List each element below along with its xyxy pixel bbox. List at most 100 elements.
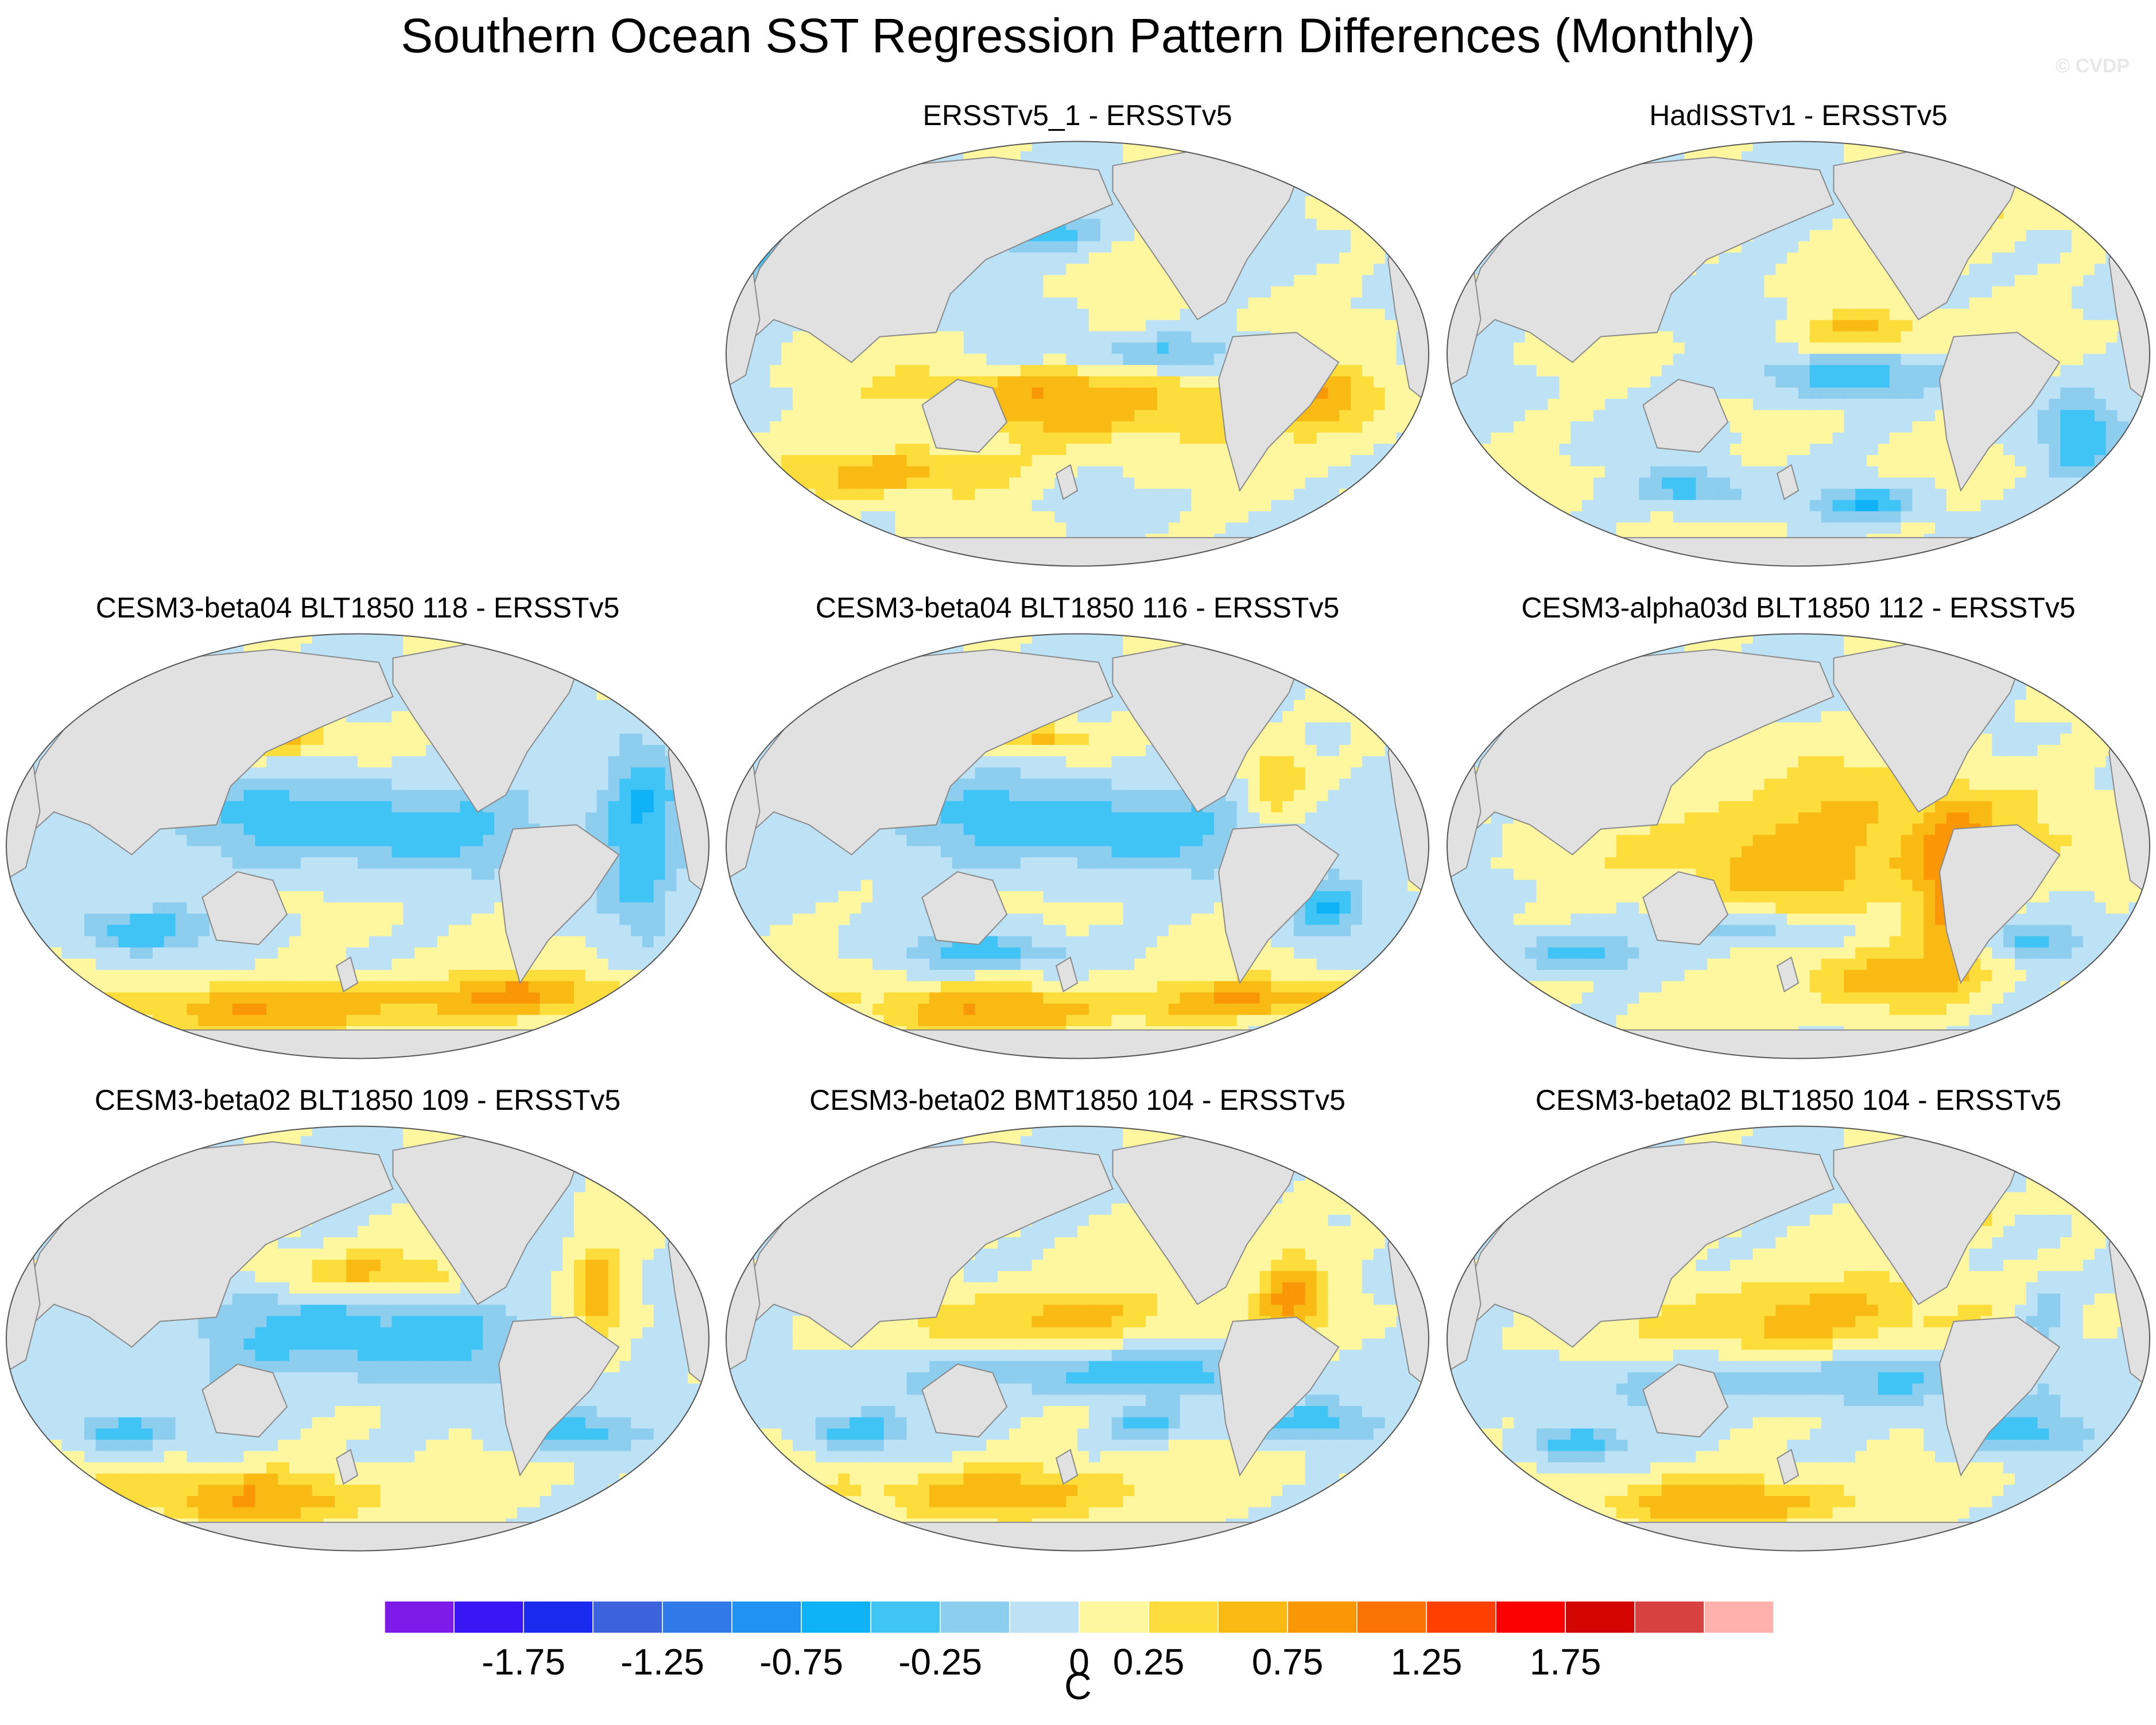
sst-cell [1867,353,1879,366]
sst-cell [940,331,953,343]
sst-cell [1741,309,1754,321]
sst-cell [1248,151,1261,164]
sst-cell [1752,141,1765,152]
sst-cell [2083,545,2095,557]
sst-cell [335,634,347,644]
sst-cell [1468,421,1480,433]
sst-cell [1123,286,1135,298]
sst-cell [1032,387,1044,399]
sst-cell [827,185,839,197]
sst-cell [758,162,771,174]
sst-cell [1203,511,1215,523]
sst-cell [1111,297,1124,309]
sst-cell [1901,500,1913,512]
sst-cell [1514,500,1526,512]
sst-cell [6,677,17,689]
sst-cell [1191,444,1204,456]
sst-cell [1741,353,1754,366]
sst-cell [2072,241,2084,253]
sst-cell [998,286,1010,298]
sst-cell [1396,151,1409,164]
sst-cell [1134,432,1146,445]
sst-cell [1032,376,1044,388]
sst-cell [929,454,941,467]
sst-cell [1855,342,1867,355]
sst-cell [2003,207,2015,220]
sst-cell [1821,320,1833,332]
sst-cell [1191,410,1204,422]
sst-cell [838,488,851,501]
sst-cell [1798,297,1810,309]
sst-cell [963,353,976,366]
sst-cell [1832,320,1845,332]
sst-cell [1491,376,1503,388]
sst-cell [1305,466,1317,478]
sst-cell [1992,286,2004,298]
sst-cell [1054,342,1067,355]
sst-cell [1957,488,1970,501]
sst-cell [1696,488,1708,501]
sst-cell [1787,454,1799,467]
sst-cell [1100,432,1112,445]
sst-cell [1821,331,1833,343]
sst-cell [2060,241,2072,253]
sst-cell [1821,511,1833,523]
sst-cell [1111,241,1124,253]
sst-cell [1901,477,1913,489]
sst-cell [1020,387,1033,399]
sst-cell [1134,241,1146,253]
sst-cell [2083,444,2095,456]
sst-cell [1559,173,1572,186]
sst-cell [1912,365,1925,377]
sst-cell [1775,454,1787,467]
sst-cell [1168,365,1181,377]
sst-cell [1066,432,1078,445]
sst-cell [2072,275,2084,287]
sst-cell [1536,353,1549,366]
sst-cell [1719,454,1731,467]
sst-cell [2014,275,2027,287]
sst-cell [1604,556,1617,566]
sst-cell [1447,196,1457,208]
sst-cell [2060,297,2072,309]
sst-cell [1559,444,1572,456]
sst-cell [1764,376,1777,388]
sst-cell [1798,376,1810,388]
sst-cell [952,477,964,489]
sst-cell [827,410,839,422]
sst-cell [699,634,709,644]
sst-cell [1305,207,1317,220]
sst-cell [1362,477,1374,489]
sst-cell [2105,151,2118,164]
sst-cell [631,655,643,667]
sst-cell [918,500,930,512]
sst-cell [1180,331,1192,343]
sst-cell [1316,545,1329,557]
sst-cell [1293,500,1306,512]
sst-cell [1020,320,1033,332]
sst-cell [929,376,941,388]
sst-cell [1730,444,1742,456]
sst-cell [1969,545,1981,557]
sst-cell [1373,320,1386,332]
sst-cell [1419,466,1429,478]
sst-cell [1146,263,1158,276]
sst-cell [1752,444,1765,456]
sst-cell [1146,477,1158,489]
sst-cell [1855,398,1867,411]
sst-cell [266,634,278,644]
sst-cell [1054,444,1067,456]
sst-cell [1661,511,1674,523]
sst-cell [1832,477,1845,489]
sst-cell [1168,297,1181,309]
sst-cell [1293,309,1306,321]
sst-cell [2026,556,2038,566]
sst-cell [1054,365,1067,377]
sst-cell [1821,230,1833,242]
sst-cell [1548,454,1560,467]
sst-cell [1191,522,1204,534]
sst-cell [963,286,976,298]
sst-cell [929,342,941,355]
sst-cell [2037,488,2050,501]
sst-cell [770,488,782,501]
